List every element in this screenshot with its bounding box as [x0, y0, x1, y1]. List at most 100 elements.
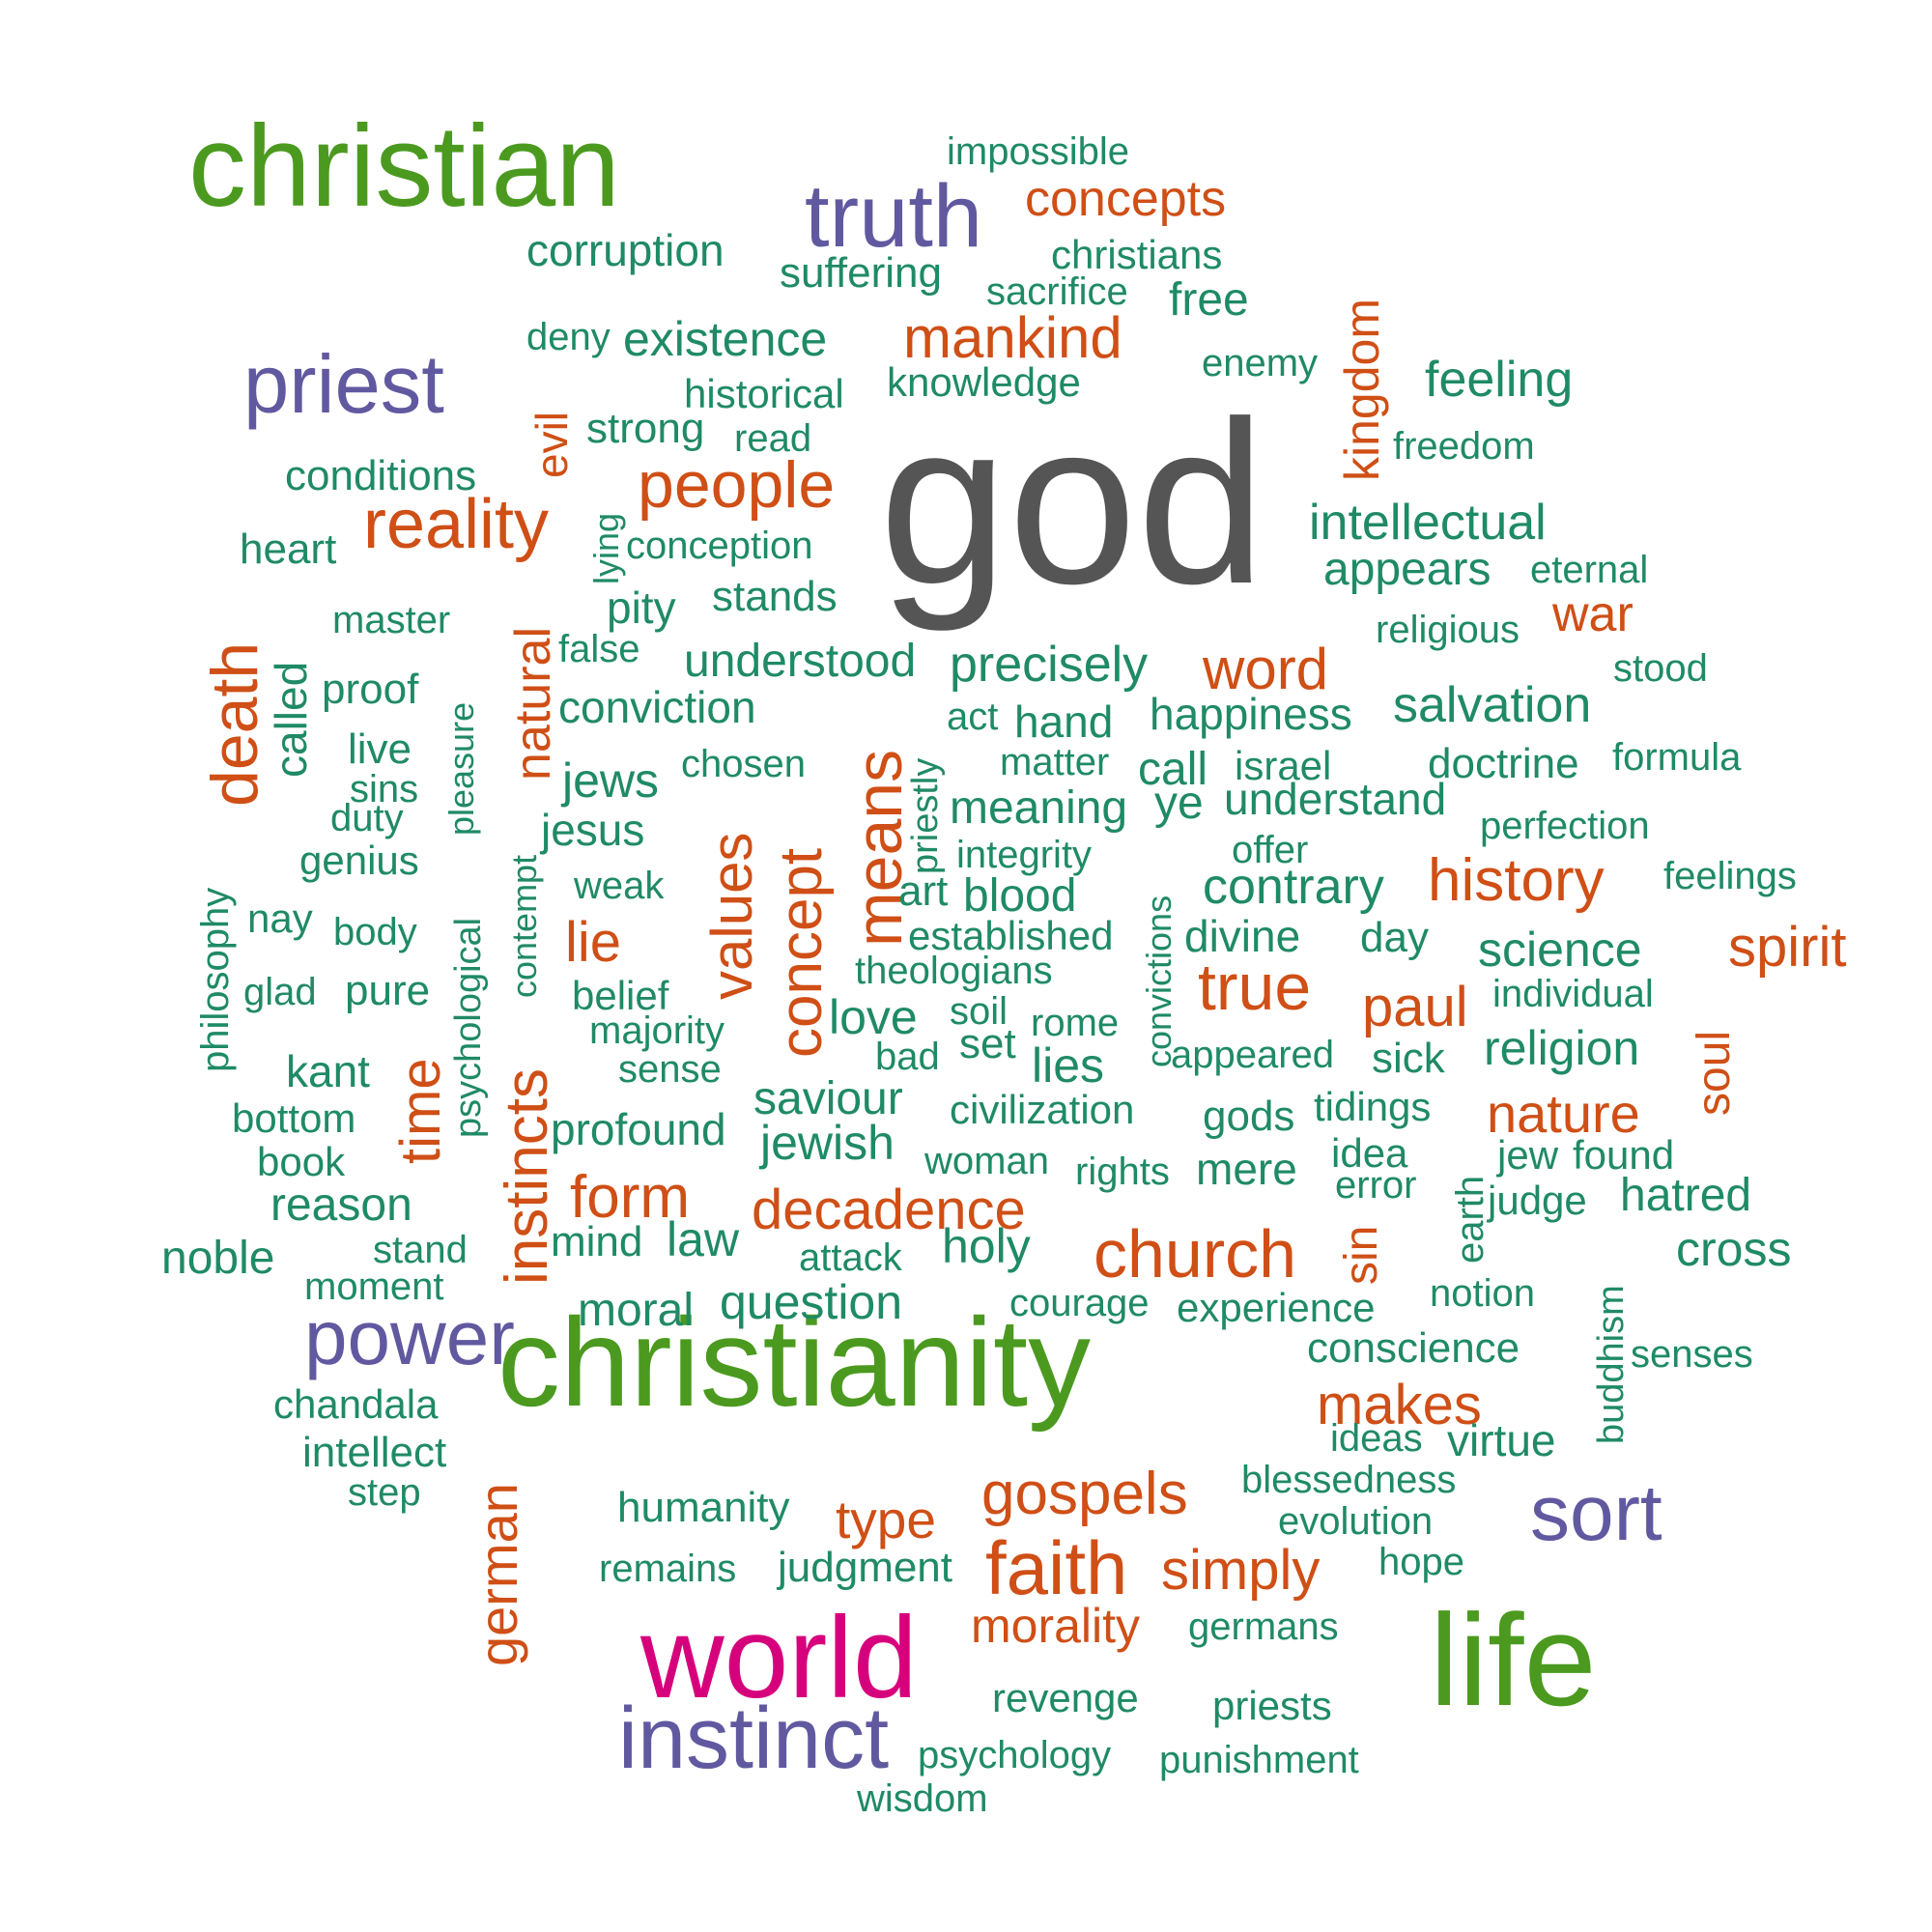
word-eternal: eternal [1530, 549, 1648, 591]
word-profound: profound [551, 1104, 726, 1154]
word-evolution: evolution [1278, 1500, 1433, 1543]
word-judgment: judgment [776, 1544, 952, 1591]
word-duty: duty [330, 797, 404, 839]
word-christian: christian [188, 101, 620, 231]
word-called: called [266, 662, 316, 778]
word-meaning: meaning [950, 782, 1127, 834]
word-salvation: salvation [1393, 677, 1591, 733]
word-art: art [898, 867, 948, 915]
word-strong: strong [586, 405, 704, 452]
word-conscience: conscience [1307, 1324, 1520, 1372]
word-life: life [1430, 1587, 1597, 1733]
word-understood: understood [684, 636, 916, 687]
word-read: read [734, 417, 811, 460]
word-pity: pity [607, 582, 676, 633]
word-deny: deny [526, 316, 611, 358]
word-cross: cross [1676, 1222, 1791, 1276]
word-question: question [720, 1275, 902, 1329]
word-concept: concept [768, 848, 835, 1058]
word-time: time [389, 1058, 452, 1164]
word-proof: proof [322, 666, 419, 713]
word-theologians: theologians [855, 950, 1053, 992]
word-free: free [1169, 274, 1249, 326]
word-christianity: christianity [497, 1292, 1091, 1433]
word-punishment: punishment [1159, 1739, 1359, 1781]
word-people: people [638, 448, 835, 522]
word-step: step [348, 1471, 421, 1514]
word-revenge: revenge [992, 1675, 1139, 1720]
word-virtue: virtue [1447, 1415, 1555, 1465]
word-pleasure: pleasure [441, 702, 481, 836]
word-instincts: instincts [494, 1068, 560, 1285]
word-contempt: contempt [504, 855, 544, 998]
word-stood: stood [1613, 647, 1708, 690]
word-hand: hand [1014, 696, 1113, 747]
word-lie: lie [565, 911, 621, 974]
word-type: type [836, 1490, 936, 1549]
word-woman: woman [923, 1140, 1049, 1182]
word-remains: remains [599, 1548, 736, 1590]
word-corruption: corruption [526, 225, 724, 275]
word-intellectual: intellectual [1309, 495, 1547, 551]
word-majority: majority [589, 1009, 724, 1052]
word-instinct: instinct [618, 1690, 889, 1787]
word-found: found [1573, 1132, 1674, 1178]
word-priest: priest [243, 339, 444, 431]
word-judge: judge [1486, 1178, 1587, 1223]
word-reality: reality [363, 486, 549, 563]
word-ye: ye [1154, 778, 1204, 829]
word-enemy: enemy [1202, 342, 1318, 384]
word-conviction: conviction [558, 682, 756, 732]
word-conditions: conditions [285, 452, 476, 499]
word-values: values [699, 833, 764, 1000]
word-love: love [829, 990, 918, 1044]
word-earth: earth [1449, 1176, 1492, 1264]
word-error: error [1335, 1164, 1416, 1207]
word-appeared: appeared [1171, 1034, 1334, 1076]
word-offer: offer [1232, 829, 1308, 871]
word-false: false [558, 628, 640, 670]
word-stand: stand [373, 1229, 468, 1271]
word-sort: sort [1530, 1469, 1662, 1557]
word-historical: historical [684, 371, 844, 416]
word-feeling: feeling [1425, 352, 1573, 408]
word-world: world [639, 1593, 918, 1722]
word-intellect: intellect [302, 1429, 446, 1476]
word-glad: glad [243, 971, 317, 1013]
word-attack: attack [799, 1236, 903, 1279]
word-heart: heart [240, 526, 336, 573]
word-sacrifice: sacrifice [986, 270, 1128, 313]
word-appears: appears [1323, 544, 1491, 595]
word-live: live [348, 725, 412, 773]
word-natural: natural [505, 627, 561, 781]
word-established: established [908, 913, 1113, 958]
word-humanity: humanity [617, 1484, 790, 1531]
word-notion: notion [1430, 1272, 1535, 1315]
word-reason: reason [270, 1179, 412, 1231]
word-hatred: hatred [1620, 1170, 1751, 1221]
word-freedom: freedom [1393, 425, 1535, 468]
word-master: master [332, 599, 450, 641]
word-understand: understand [1224, 774, 1446, 824]
word-priests: priests [1212, 1683, 1332, 1728]
word-weak: weak [573, 865, 665, 907]
word-mind: mind [551, 1218, 642, 1265]
word-individual: individual [1492, 973, 1654, 1015]
word-spirit: spirit [1728, 916, 1846, 979]
word-mere: mere [1196, 1144, 1297, 1194]
word-science: science [1478, 923, 1642, 977]
word-death: death [198, 642, 271, 807]
word-lying: lying [586, 513, 626, 584]
word-ideas: ideas [1330, 1417, 1423, 1460]
word-precisely: precisely [950, 637, 1148, 693]
word-holy: holy [942, 1219, 1031, 1273]
word-decadence: decadence [752, 1179, 1026, 1241]
word-moral: moral [578, 1285, 694, 1336]
word-power: power [304, 1294, 515, 1380]
word-perfection: perfection [1480, 805, 1650, 847]
word-chosen: chosen [681, 743, 806, 785]
word-war: war [1551, 586, 1634, 642]
word-act: act [947, 696, 998, 738]
word-feelings: feelings [1663, 855, 1797, 897]
word-priestly: priestly [905, 758, 946, 874]
